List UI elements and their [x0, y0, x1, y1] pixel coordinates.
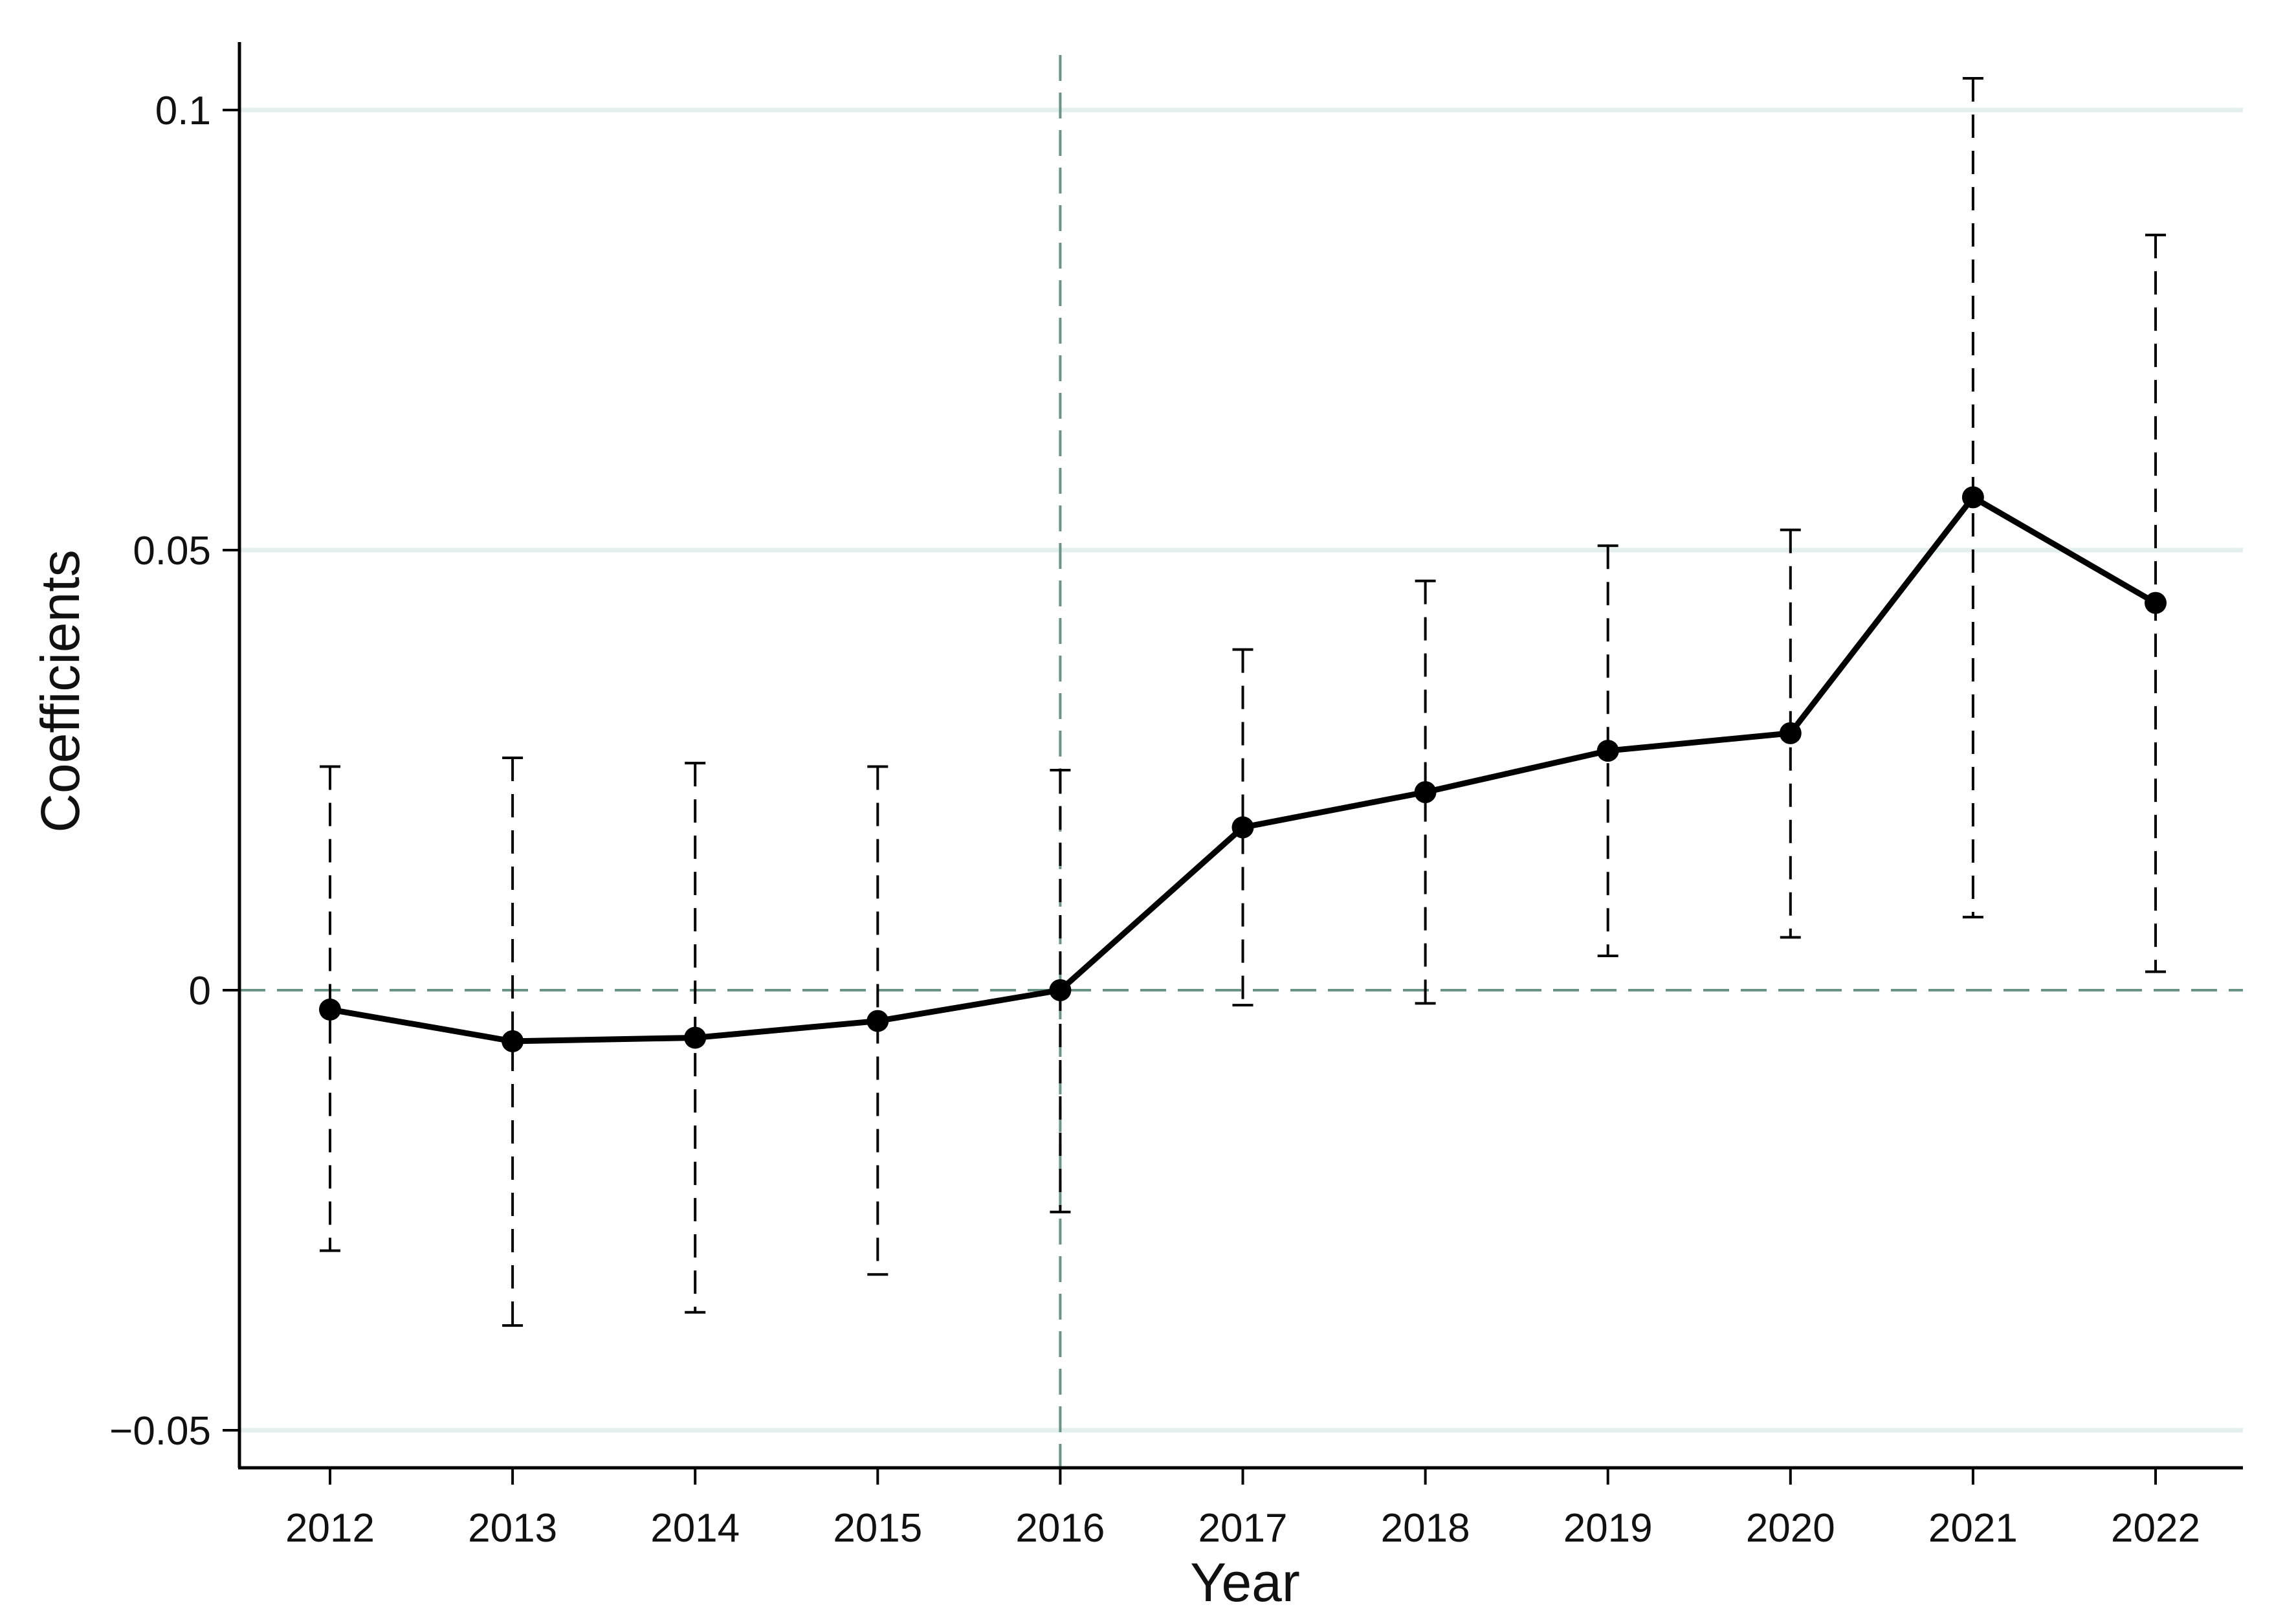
axes — [237, 42, 2243, 1470]
data-point — [867, 1010, 889, 1032]
data-point — [502, 1030, 524, 1052]
error-bar — [1597, 544, 1618, 957]
error-bar — [502, 756, 524, 1327]
y-tick-label: 0.05 — [133, 529, 211, 573]
error-bars — [320, 77, 2166, 1327]
x-tick-label: 2015 — [833, 1506, 922, 1551]
y-tick-label: 0 — [189, 969, 211, 1013]
data-point — [1231, 816, 1254, 839]
y-axis-title: Coefficients — [30, 549, 91, 832]
x-tick-label: 2019 — [1563, 1506, 1653, 1551]
y-ticks: −0.05 0 0.05 0.1 — [109, 89, 239, 1454]
x-tick-label: 2021 — [1928, 1506, 2018, 1551]
error-bar — [1232, 648, 1253, 1007]
data-point — [684, 1026, 707, 1049]
y-tick-label: 0.1 — [155, 89, 211, 133]
error-bar — [1415, 579, 1436, 1005]
x-ticks: 2012 2013 2014 2015 2016 2017 2018 2019 2020 2021… — [285, 1468, 2200, 1551]
data-point — [2145, 592, 2167, 614]
reference-lines — [239, 55, 2243, 1468]
data-point — [1779, 722, 1802, 744]
x-tick-label: 2017 — [1198, 1506, 1288, 1551]
x-tick-label: 2020 — [1746, 1506, 1835, 1551]
grid-layer — [239, 107, 2243, 1433]
data-point — [1596, 740, 1619, 762]
x-tick-label: 2022 — [2111, 1506, 2200, 1551]
x-tick-label: 2016 — [1015, 1506, 1105, 1551]
y-tick-label: −0.05 — [109, 1409, 211, 1454]
data-point — [1049, 979, 1072, 1001]
data-point — [1961, 486, 1984, 509]
data-point — [319, 998, 341, 1021]
x-tick-label: 2012 — [285, 1506, 375, 1551]
x-tick-label: 2014 — [650, 1506, 740, 1551]
data-points — [319, 486, 2167, 1052]
x-tick-label: 2013 — [468, 1506, 557, 1551]
error-bar — [320, 765, 340, 1252]
x-axis-title: Year — [1190, 1552, 1300, 1613]
x-tick-label: 2018 — [1381, 1506, 1470, 1551]
data-point — [1414, 781, 1437, 803]
